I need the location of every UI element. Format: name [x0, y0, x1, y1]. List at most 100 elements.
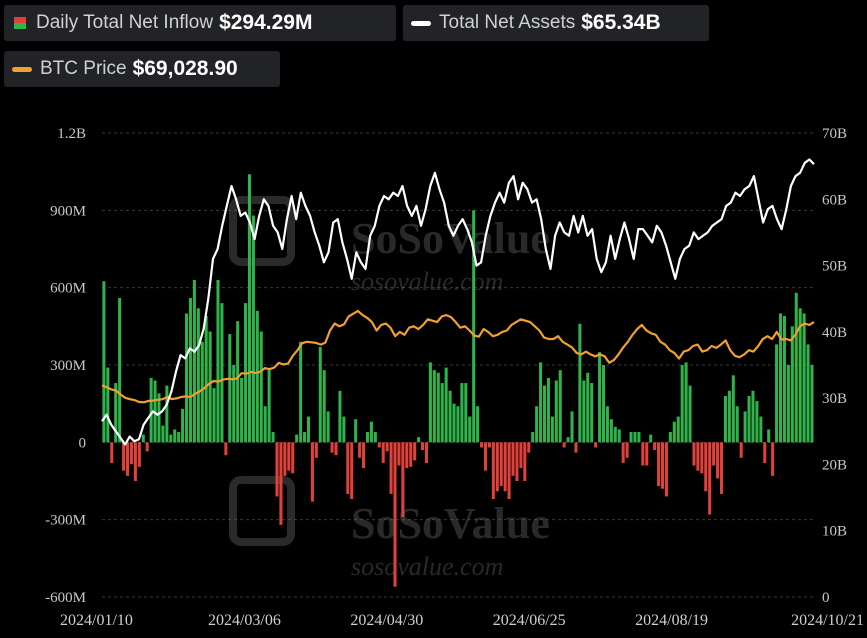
inflow-bar	[601, 365, 606, 443]
right-tick-label: 40B	[822, 325, 847, 341]
inflow-bar	[401, 442, 405, 518]
inflow-bar	[354, 419, 358, 443]
inflow-bar	[539, 362, 543, 443]
left-tick-label: -300M	[45, 513, 86, 529]
inflow-bar	[594, 442, 598, 448]
inflow-bar	[786, 365, 790, 443]
inflow-bar	[759, 416, 763, 443]
inflow-bar	[165, 385, 169, 443]
inflow-bar	[507, 442, 511, 500]
inflow-bar	[491, 442, 495, 500]
inflow-bar	[409, 442, 413, 467]
inflow-bar	[377, 442, 381, 448]
inflow-bar	[157, 393, 161, 443]
watermark-logo	[229, 476, 295, 546]
legend-total-net-assets[interactable]: Total Net Assets $65.34B	[403, 5, 709, 41]
inflow-bar	[291, 442, 295, 474]
inflow-bar	[306, 416, 310, 443]
legend-btc-price[interactable]: BTC Price $69,028.90	[4, 51, 280, 87]
inflow-bar	[279, 442, 283, 525]
inflow-bar	[381, 442, 385, 463]
inflow-bar	[161, 425, 165, 443]
inflow-bar	[365, 432, 369, 443]
inflow-swatch-icon	[14, 17, 26, 29]
inflow-bar	[775, 344, 779, 443]
inflow-bar	[660, 442, 665, 489]
inflow-bar	[369, 421, 373, 443]
inflow-bar	[590, 383, 594, 443]
inflow-bar	[432, 370, 436, 443]
inflow-bar	[645, 442, 649, 466]
btc-value: $69,028.90	[132, 57, 238, 80]
inflow-bar	[126, 442, 130, 476]
inflow-bar	[228, 334, 232, 443]
inflow-bar	[672, 421, 676, 443]
inflow-bar	[393, 442, 397, 587]
inflow-bar	[173, 429, 177, 443]
inflow-bar	[582, 380, 586, 443]
inflow-bar	[106, 367, 110, 443]
inflow-label: Daily Total Net Inflow	[36, 12, 214, 33]
inflow-bar	[464, 383, 468, 443]
inflow-bar	[303, 432, 307, 443]
x-tick-label: 2024/10/21	[791, 612, 864, 629]
legend-daily-net-inflow[interactable]: Daily Total Net Inflow $294.29M	[4, 5, 396, 41]
inflow-bar	[735, 406, 739, 443]
inflow-bar	[114, 383, 118, 443]
x-tick-label: 2024/03/06	[208, 612, 281, 629]
inflow-bar	[771, 442, 775, 476]
inflow-bar	[322, 370, 326, 443]
inflow-bar	[362, 442, 366, 469]
inflow-bar	[535, 406, 539, 443]
inflow-bar	[546, 377, 550, 443]
total-net-assets-line	[101, 158, 815, 446]
x-tick-label: 2024/06/25	[493, 612, 566, 629]
inflow-bar	[503, 442, 507, 492]
inflow-bar	[314, 442, 318, 458]
inflow-bar	[708, 442, 712, 515]
inflow-bar	[267, 370, 271, 443]
inflow-bar	[208, 331, 212, 443]
inflow-bar	[141, 434, 145, 443]
inflow-bar	[428, 362, 432, 443]
inflow-bar	[326, 411, 330, 443]
btc-swatch-icon	[12, 66, 32, 72]
inflow-bar	[558, 370, 562, 443]
inflow-bar	[334, 442, 338, 456]
x-tick-label: 2024/04/30	[350, 612, 423, 629]
inflow-bar	[240, 377, 244, 443]
inflow-bar	[129, 442, 133, 465]
inflow-bar	[358, 442, 362, 458]
inflow-bar	[566, 437, 570, 443]
inflow-bar	[719, 442, 724, 494]
left-tick-label: 900M	[50, 203, 86, 219]
watermark-url: sosovalue.com	[351, 267, 503, 296]
inflow-bar	[621, 442, 625, 463]
inflow-bar	[692, 442, 696, 466]
inflow-bar	[633, 432, 637, 443]
inflow-bar	[696, 442, 700, 471]
inflow-bar	[181, 408, 185, 443]
inflow-bar	[798, 308, 802, 443]
inflow-bar	[684, 362, 688, 443]
inflow-bar	[200, 341, 204, 443]
inflow-bar	[554, 380, 558, 443]
inflow-bar	[133, 442, 137, 481]
inflow-bar	[224, 442, 228, 456]
inflow-bar	[373, 432, 377, 443]
inflow-bar	[570, 411, 574, 443]
watermark-brand: SoSoValue	[351, 499, 550, 548]
inflow-bar	[204, 316, 208, 443]
inflow-bar	[137, 442, 141, 467]
inflow-bar	[562, 442, 566, 448]
inflow-bars	[102, 174, 814, 587]
axis-labels: -600M -300M 0 300M 600M 900M 1.2B 0 10B 20B 30B 40B…	[45, 126, 864, 629]
inflow-bar	[609, 419, 613, 443]
inflow-bar	[255, 310, 259, 443]
inflow-bar	[283, 442, 287, 476]
inflow-bar	[731, 375, 735, 443]
inflow-bar	[637, 432, 641, 443]
inflow-bar	[405, 442, 409, 469]
inflow-bar	[346, 442, 350, 494]
